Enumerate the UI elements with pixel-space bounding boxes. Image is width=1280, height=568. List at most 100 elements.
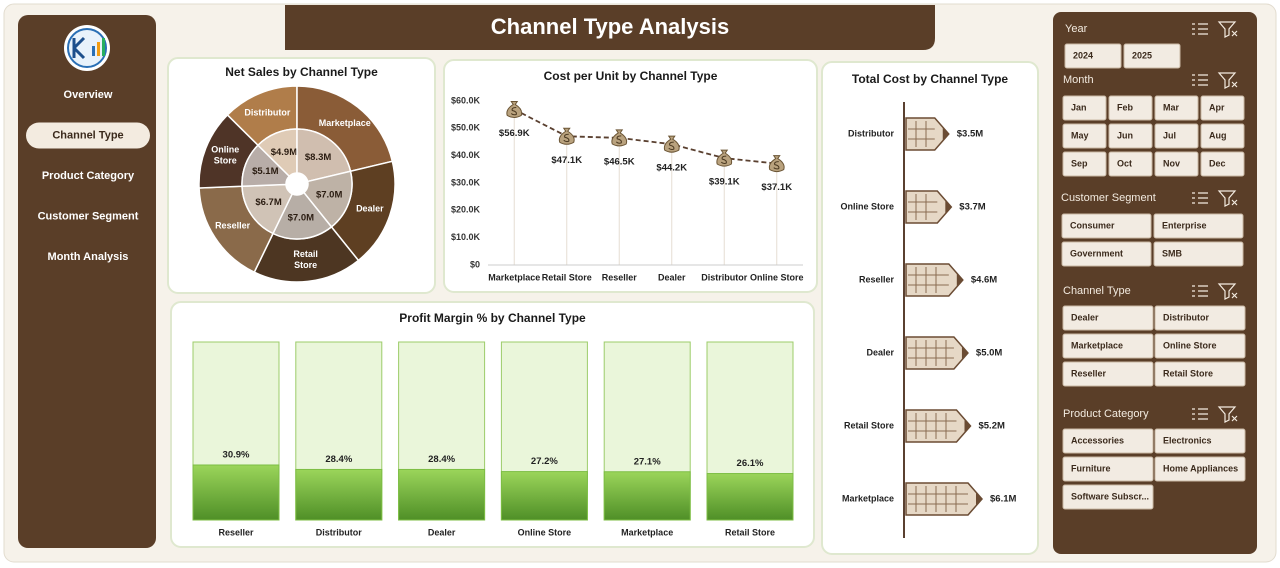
slicer-item[interactable]: Apr	[1209, 102, 1225, 112]
nav-item[interactable]: Overview	[64, 89, 113, 101]
slicer-button[interactable]	[1062, 428, 1154, 454]
nav-item[interactable]: Customer Segment	[38, 210, 139, 222]
slicer-item[interactable]: Aug	[1209, 130, 1227, 140]
slicer-item[interactable]: Oct	[1117, 158, 1132, 168]
slicer-button[interactable]	[1154, 123, 1199, 149]
slicer-button[interactable]	[1064, 43, 1122, 69]
clear-filter-icon[interactable]	[1217, 21, 1238, 38]
slice-label: Reseller	[215, 221, 251, 231]
slicer-item[interactable]: Marketplace	[1071, 340, 1123, 350]
value-label: 27.2%	[531, 456, 558, 467]
slicer-button[interactable]	[1200, 95, 1245, 121]
slicer-button[interactable]	[1062, 484, 1154, 510]
slicer-item[interactable]: Feb	[1117, 102, 1134, 112]
slicer-item[interactable]: Consumer	[1070, 220, 1115, 230]
x-tick-label: Dealer	[428, 527, 456, 537]
slicer-title: Channel Type	[1063, 285, 1131, 297]
clear-filter-icon[interactable]	[1217, 190, 1238, 207]
nav-item[interactable]: Channel Type	[52, 129, 123, 141]
slicer-button[interactable]	[1062, 456, 1154, 482]
slicer-item[interactable]: Sep	[1071, 158, 1088, 168]
slicer-button[interactable]	[1062, 95, 1107, 121]
pie-inner-tint	[297, 128, 351, 182]
select-all-icon[interactable]	[1192, 192, 1208, 204]
title-banner	[285, 5, 935, 50]
value-label: $3.5M	[957, 129, 983, 140]
slicer-button[interactable]	[1062, 333, 1154, 359]
slicer-button[interactable]	[1154, 456, 1246, 482]
clear-filter-icon[interactable]	[1217, 283, 1238, 300]
value-label: $46.5K	[604, 156, 635, 167]
x-tick-label: Retail Store	[542, 272, 592, 282]
slicer-button[interactable]	[1200, 151, 1245, 177]
chart-title: Total Cost by Channel Type	[852, 72, 1009, 86]
x-tick-label: Dealer	[658, 272, 686, 282]
bag-mark	[563, 133, 570, 143]
value-label: $4.9M	[271, 147, 297, 158]
slicer-button[interactable]	[1123, 43, 1181, 69]
nav-item[interactable]: Month Analysis	[48, 251, 129, 263]
slicer-button[interactable]	[1153, 241, 1244, 267]
clear-filter-icon[interactable]	[1217, 406, 1238, 423]
slicer-item[interactable]: Enterprise	[1162, 220, 1207, 230]
select-all-icon[interactable]	[1192, 23, 1208, 35]
slicer-button[interactable]	[1108, 151, 1153, 177]
slicer-button[interactable]	[1154, 95, 1199, 121]
chart-title: Net Sales by Channel Type	[225, 65, 378, 79]
value-label: $5.2M	[978, 421, 1004, 432]
slicer-button[interactable]	[1154, 305, 1246, 331]
slicer-item[interactable]: Jan	[1071, 102, 1087, 112]
slicer-title: Customer Segment	[1061, 192, 1156, 204]
slicer-item[interactable]: SMB	[1162, 248, 1183, 258]
slicer-item[interactable]: Jun	[1117, 130, 1133, 140]
slice-label: Distributor	[244, 107, 290, 117]
slicer-item[interactable]: Home Appliances	[1163, 463, 1238, 473]
value-label: $7.0M	[288, 212, 314, 223]
slicer-item[interactable]: 2024	[1073, 50, 1093, 60]
bar-tip	[945, 201, 952, 213]
slicer-button[interactable]	[1108, 123, 1153, 149]
slicer-item[interactable]: Accessories	[1071, 435, 1124, 445]
slicer-button[interactable]	[1154, 361, 1246, 387]
slicer-button[interactable]	[1154, 151, 1199, 177]
slicer-button[interactable]	[1154, 428, 1246, 454]
slicer-item[interactable]: Mar	[1163, 102, 1180, 112]
select-all-icon[interactable]	[1192, 408, 1208, 420]
slicer-item[interactable]: Dealer	[1071, 312, 1099, 322]
slicer-button[interactable]	[1153, 213, 1244, 239]
slicer-button[interactable]	[1108, 95, 1153, 121]
slicer-button[interactable]	[1061, 213, 1152, 239]
x-tick-label: Distributor	[316, 527, 362, 537]
clear-filter-icon[interactable]	[1217, 72, 1238, 89]
slicer-item[interactable]: Government	[1070, 248, 1123, 258]
slicer-button[interactable]	[1062, 305, 1154, 331]
slicer-item[interactable]: Reseller	[1071, 368, 1107, 378]
select-all-icon[interactable]	[1192, 285, 1208, 297]
slicer-item[interactable]: 2025	[1132, 50, 1152, 60]
slicer-item[interactable]: Software Subscr...	[1071, 491, 1149, 501]
slicer-button[interactable]	[1061, 241, 1152, 267]
slicer-item[interactable]: Furniture	[1071, 463, 1111, 473]
slicer-item[interactable]: Jul	[1163, 130, 1176, 140]
slicer-item[interactable]: Electronics	[1163, 435, 1212, 445]
select-all-icon[interactable]	[1192, 74, 1208, 86]
value-label: $37.1K	[761, 182, 792, 193]
bar	[905, 190, 953, 224]
slicer-item[interactable]: May	[1071, 130, 1089, 140]
slicer-item[interactable]: Distributor	[1163, 312, 1209, 322]
y-tick-label: $0	[470, 259, 480, 269]
slicer-item[interactable]: Dec	[1209, 158, 1226, 168]
point-marker	[768, 155, 785, 173]
slicer-item[interactable]: Retail Store	[1163, 368, 1213, 378]
slicer-button[interactable]	[1154, 333, 1246, 359]
slicer-button[interactable]	[1200, 123, 1245, 149]
logo	[64, 25, 110, 71]
nav-item[interactable]: Product Category	[42, 170, 135, 182]
slicer-item[interactable]: Online Store	[1163, 340, 1217, 350]
slicer-button[interactable]	[1062, 151, 1107, 177]
slicer-item[interactable]: Nov	[1163, 158, 1180, 168]
value-label: $4.6M	[971, 275, 997, 286]
slicer-button[interactable]	[1062, 123, 1107, 149]
slicer-button[interactable]	[1062, 361, 1154, 387]
